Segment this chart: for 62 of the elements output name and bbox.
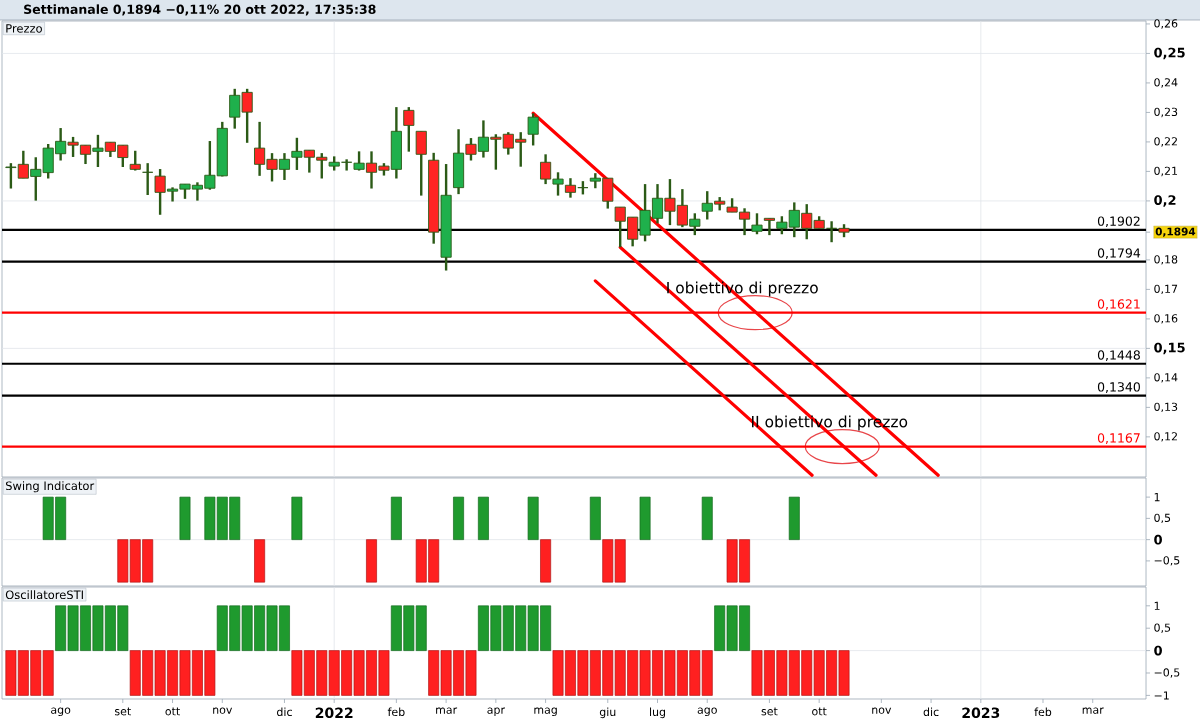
candlestick — [129, 149, 141, 172]
y-tick-label: 0,23 — [1154, 107, 1178, 118]
y-tick-label: 0,2 — [1154, 195, 1176, 207]
y-tick-label: 0,21 — [1154, 166, 1178, 177]
candlestick — [763, 217, 775, 237]
y-tick-label: 0,25 — [1154, 47, 1185, 60]
x-tick-label: ago — [697, 707, 717, 716]
y-tick-label: −0,5 — [1154, 668, 1180, 678]
x-tick-label: nov — [872, 707, 892, 714]
y-tick-label: 0 — [1154, 645, 1162, 656]
x-tick-label: set — [761, 707, 778, 716]
ref-line-label: 0,1621 — [1097, 299, 1140, 310]
y-tick-label: 0 — [1154, 534, 1162, 545]
y-tick-label: 0,18 — [1154, 255, 1178, 265]
x-tick-label: feb — [387, 707, 405, 717]
y-tick-label: 0,13 — [1154, 402, 1178, 413]
chart-title: Settimanale 0,1894 −0,11% 20 ott 2022, 17:35:38 — [24, 4, 376, 16]
x-tick-label: ott — [165, 707, 180, 716]
y-tick-label: 0,5 — [1154, 623, 1171, 633]
y-tick-label: 0,26 — [1154, 19, 1178, 29]
chart-title: Swing Indicator — [5, 481, 95, 493]
candlestick — [403, 105, 415, 153]
candlestick — [751, 212, 763, 236]
y-tick-label: 0,5 — [1154, 513, 1171, 524]
x-tick-label: nov — [213, 707, 233, 714]
candlestick — [341, 158, 353, 172]
y-tick-label: −0,5 — [1154, 556, 1180, 566]
y-tick-label: −1 — [1154, 691, 1169, 700]
y-tick-label: 0,22 — [1154, 137, 1177, 147]
y-tick-label: 0,14 — [1154, 373, 1178, 383]
x-tick-label: ago — [51, 707, 71, 716]
chart-subtitle: Prezzo — [6, 24, 42, 33]
chart-title: OscillatoreSTI — [5, 590, 83, 600]
ref-line-label: 0,1448 — [1097, 350, 1140, 362]
candlestick — [415, 130, 427, 197]
y-tick-label: 0,15 — [1154, 342, 1185, 355]
y-tick-label: 1 — [1154, 601, 1160, 610]
ref-line-label: 0,1794 — [1097, 248, 1141, 259]
y-tick-label: 0,24 — [1154, 78, 1178, 88]
y-tick-label: 0,17 — [1154, 284, 1178, 295]
candlestick — [564, 177, 577, 199]
x-tick-label: mar — [1082, 707, 1104, 714]
x-tick-label: dic — [923, 707, 939, 717]
x-tick-label: feb — [1034, 707, 1052, 717]
y-tick-label: 0,12 — [1154, 432, 1177, 442]
x-tick-label: set — [115, 707, 131, 716]
x-tick-label: mar — [436, 707, 458, 714]
x-tick-label: ott — [812, 707, 827, 716]
y-tick-label: 1 — [1154, 493, 1160, 502]
x-tick-label: lug — [650, 707, 666, 719]
candlestick — [142, 161, 154, 197]
ref-line-label: 0,1902 — [1097, 216, 1140, 228]
x-tick-label: 2023 — [962, 707, 1000, 719]
x-tick-label: giu — [599, 707, 616, 719]
x-tick-label: 2022 — [315, 707, 353, 719]
x-tick-label: apr — [487, 707, 505, 716]
y-tick-label: 0,16 — [1154, 314, 1178, 324]
x-tick-label: mag — [534, 707, 557, 716]
ref-line-label: 0,1340 — [1097, 382, 1140, 393]
candlestick — [527, 112, 539, 147]
x-tick-label: dic — [277, 707, 292, 717]
ref-line-label: 0,1167 — [1097, 433, 1140, 444]
